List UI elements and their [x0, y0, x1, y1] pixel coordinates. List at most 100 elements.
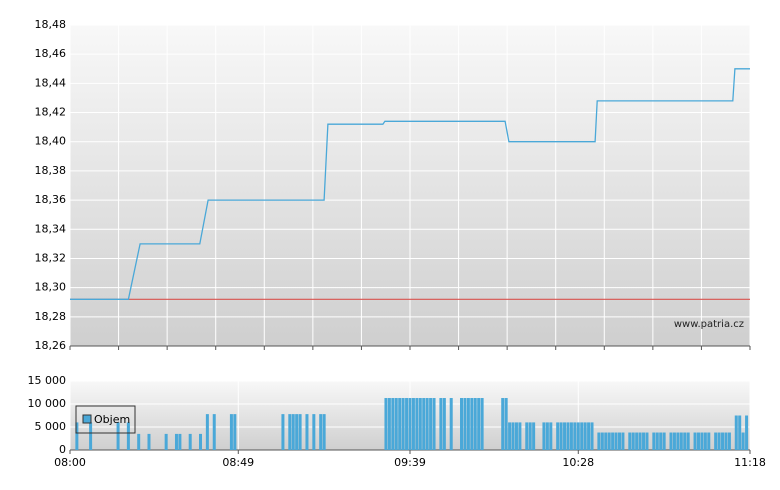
volume-bar: [532, 422, 536, 450]
volume-bar: [439, 398, 443, 450]
y-tick-label: 18,44: [35, 76, 67, 89]
y-tick-label: 18,38: [35, 164, 67, 177]
volume-bar: [556, 422, 560, 450]
volume-bar: [425, 398, 429, 450]
volume-bar: [319, 414, 323, 450]
volume-bar: [738, 415, 742, 450]
price-line: [70, 68, 750, 300]
volume-bar: [611, 432, 615, 450]
y-tick-label: 18,26: [35, 339, 67, 352]
volume-bar: [477, 398, 481, 450]
x-tick-label: 08:49: [222, 456, 254, 469]
legend: Objem: [75, 405, 136, 434]
volume-bar: [322, 414, 326, 450]
volume-bar: [576, 422, 580, 450]
volume-bar: [470, 398, 474, 450]
plot-layer: 18,26 18,28 18,30 18,32 18,34 18,36 18,38 18,40…: [28, 18, 766, 469]
volume-bar: [621, 432, 625, 450]
y-tick-label: 18,42: [35, 106, 67, 119]
volume-bar: [415, 398, 419, 450]
volume-bar: [398, 398, 402, 450]
volume-bar: [721, 432, 725, 450]
x-tick-label: 11:18: [734, 456, 766, 469]
volume-bar: [312, 414, 316, 450]
volume-bar: [295, 414, 299, 450]
y-tick-label: 18,40: [35, 135, 67, 148]
volume-bar: [288, 414, 292, 450]
volume-bar: [652, 432, 656, 450]
volume-bar: [291, 414, 295, 450]
volume-bar: [672, 432, 676, 450]
x-tick-label: 08:00: [54, 456, 86, 469]
volume-bar: [717, 432, 721, 450]
volume-bar: [432, 398, 436, 450]
volume-bar: [466, 398, 470, 450]
volume-bar: [199, 433, 203, 450]
y-tick-label: 18,28: [35, 310, 67, 323]
volume-bar: [387, 398, 391, 450]
volume-bar: [89, 422, 93, 450]
volume-bar: [205, 414, 209, 450]
volume-bar: [501, 398, 505, 450]
volume-bar: [638, 432, 642, 450]
volume-bar: [460, 398, 464, 450]
volume-bar: [411, 398, 415, 450]
legend-box: [75, 405, 136, 434]
x-tick-label: 09:39: [394, 456, 426, 469]
volume-bar: [473, 398, 477, 450]
volume-bar: [745, 415, 749, 450]
volume-bar: [422, 398, 426, 450]
y-tick-label: 18,30: [35, 281, 67, 294]
volume-bar: [463, 398, 467, 450]
volume-bar: [662, 432, 666, 450]
volume-bar: [408, 398, 412, 450]
volume-bar: [229, 414, 233, 450]
volume-bar: [542, 422, 546, 450]
volume-bar: [655, 432, 659, 450]
volume-bar: [525, 422, 529, 450]
volume-bar: [126, 422, 130, 450]
volume-bar: [727, 432, 731, 450]
y-tick-label: 5 000: [35, 420, 67, 433]
volume-bar: [164, 433, 168, 450]
volume-bar: [137, 433, 141, 450]
y-tick-label: 18,34: [35, 222, 67, 235]
volume-bar: [504, 398, 508, 450]
volume-bar: [442, 398, 446, 450]
volume-bar: [604, 432, 608, 450]
volume-bar: [607, 432, 611, 450]
volume-bar: [597, 432, 601, 450]
volume-bar: [590, 422, 594, 450]
volume-bar: [480, 398, 484, 450]
volume-bar: [518, 422, 522, 450]
volume-bar: [635, 432, 639, 450]
volume-bar: [669, 432, 673, 450]
volume-bar: [233, 414, 237, 450]
volume-bar: [614, 432, 618, 450]
volume-bar: [545, 422, 549, 450]
volume-bar: [645, 432, 649, 450]
volume-bar: [703, 432, 707, 450]
y-tick-label: 0: [59, 443, 66, 456]
legend-swatch: [82, 414, 92, 424]
volume-bar: [528, 422, 532, 450]
y-tick-label: 15 000: [28, 374, 67, 387]
volume-bar: [449, 398, 453, 450]
volume-bar: [511, 422, 515, 450]
volume-bar: [178, 433, 182, 450]
watermark: www.patria.cz: [674, 319, 744, 330]
volume-bar: [628, 432, 632, 450]
volume-bar: [559, 422, 563, 450]
volume-bar: [188, 433, 192, 450]
volume-bar: [679, 432, 683, 450]
volume-bar: [693, 432, 697, 450]
volume-bar: [617, 432, 621, 450]
volume-bar: [566, 422, 570, 450]
volume-bar: [700, 432, 704, 450]
volume-bar: [631, 432, 635, 450]
volume-bar: [600, 432, 604, 450]
volume-bar: [281, 414, 285, 450]
volume-bar: [587, 422, 591, 450]
volume-bar: [642, 432, 646, 450]
